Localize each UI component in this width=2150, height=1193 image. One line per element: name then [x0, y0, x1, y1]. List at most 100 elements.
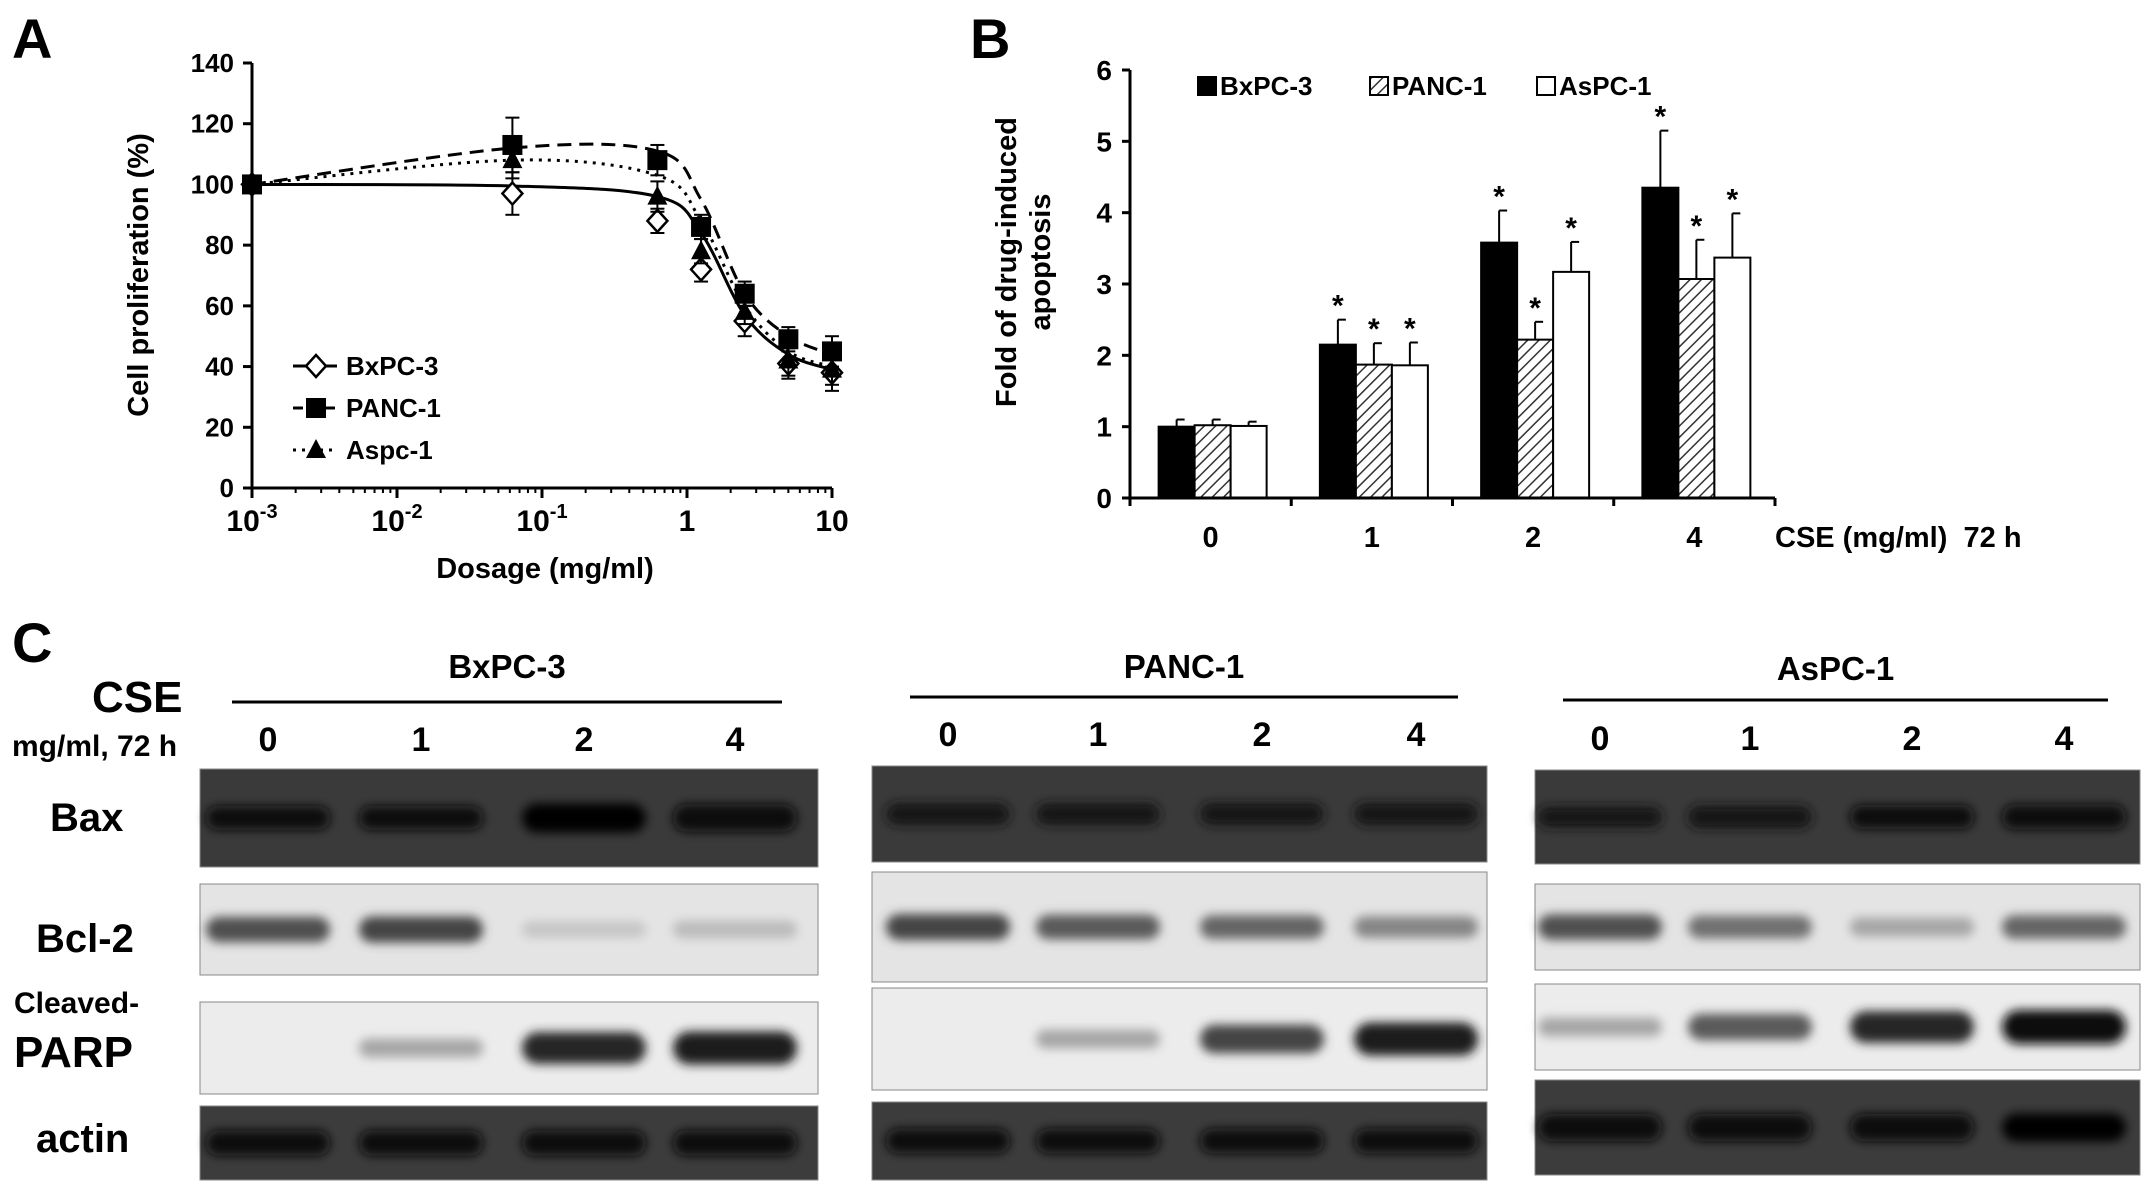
panel-a-legend-label: PANC-1: [346, 393, 441, 423]
panel-a-x-tick-label: 10-2: [371, 501, 422, 538]
blot-band: [1354, 916, 1478, 938]
blot-band: [1538, 806, 1662, 828]
panel-a-data-point: [242, 173, 262, 193]
blot-band: [1850, 805, 1974, 829]
blot-strip-parp: [199, 1001, 819, 1095]
panel-b-significance-mark: *: [1727, 183, 1739, 216]
panel-a-y-tick-label: 80: [205, 230, 234, 260]
panel-b-x-tick-label: 2: [1525, 522, 1541, 554]
blot-row-label-actin: actin: [36, 1117, 129, 1161]
panel-b-y-tick-label: 3: [1096, 269, 1112, 300]
panel-b-x-tick-label: 0: [1203, 522, 1219, 554]
panel-b-legend-swatch: [1369, 76, 1389, 96]
blot-band: [1688, 915, 1812, 939]
blot-band: [359, 916, 483, 943]
blot-band: [206, 806, 330, 830]
panel-b-y-ticks: 0 1 2 3 4 5 6: [1096, 55, 1130, 514]
panel-b-bar: [1354, 363, 1393, 499]
panel-a-data-point: [822, 358, 842, 378]
blot-band: [1354, 1022, 1478, 1056]
panel-b-legend-label: BxPC-3: [1220, 71, 1312, 101]
blot-band: [673, 920, 797, 939]
panel-b-bar: [1677, 278, 1716, 499]
blot-strip-actin: [199, 1105, 819, 1181]
panel-a-legend: BxPC-3 PANC-1 Aspc-1: [293, 351, 441, 465]
panel-a-y-tick-label: 120: [191, 109, 234, 139]
blot-band: [1036, 1128, 1160, 1154]
blot-cell-line-title: PANC-1: [1124, 648, 1244, 685]
blot-lane-label: 0: [259, 721, 278, 759]
panel-a-data-point: [647, 185, 668, 205]
blot-band: [522, 1032, 646, 1064]
panel-a-series-aspc-1: [242, 140, 842, 386]
panel-b-y-tick-label: 0: [1096, 483, 1112, 514]
blot-band: [522, 803, 646, 833]
blot-band: [1200, 915, 1324, 939]
blot-row-label-bcl2: Bcl-2: [36, 917, 134, 961]
blot-band: [1538, 1113, 1662, 1142]
panel-a-dose-response-chart: 0 20 40 60 80 100 120 140 10-3 10-2 10-1 1 10 BxPC-…: [123, 48, 849, 585]
panel-a-legend-marker: [304, 353, 328, 379]
blot-lane-label: 2: [1903, 720, 1922, 758]
panel-b-bar: [1713, 256, 1752, 499]
panel-b-x-ticks: 0 1 2 4: [1128, 498, 1777, 554]
blot-group-aspc-1: AsPC-1 0 1 2 4: [1534, 650, 2141, 1176]
panel-b-legend-swatch: [1536, 76, 1556, 96]
blot-band: [359, 806, 483, 830]
blot-band: [1850, 917, 1974, 937]
panel-b-bars: * * * * * * * * *: [1157, 101, 1752, 500]
panel-b-significance-mark: *: [1529, 292, 1541, 325]
blot-cell-line-title: AsPC-1: [1777, 650, 1894, 687]
panel-b-apoptosis-bar-chart: 0 1 2 3 4 5 6 * * * * * * * * * 0 1 2 4 BxPC-3 PANC-1 AsPC-…: [991, 55, 2022, 554]
blot-band: [1354, 1128, 1478, 1154]
blot-band: [359, 1038, 483, 1058]
blot-strip-actin: [1534, 1079, 2141, 1176]
panel-a-y-tick-label: 100: [191, 169, 234, 199]
panel-b-significance-mark: *: [1493, 181, 1505, 214]
panel-a-y-tick-label: 0: [220, 473, 234, 503]
panel-b-x-axis-label: CSE (mg/ml) 72 h: [1775, 522, 2022, 554]
panel-a-y-ticks: 0 20 40 60 80 100 120 140: [191, 48, 252, 503]
panel-b-bar: [1516, 338, 1555, 500]
panel-a-fit-line: [251, 182, 833, 372]
panel-b-x-tick-label: 1: [1364, 522, 1380, 554]
panel-a-data-point: [734, 300, 755, 320]
blot-lane-label: 1: [1741, 720, 1760, 758]
panel-b-y-tick-label: 6: [1096, 55, 1112, 86]
panel-b-bar: [1641, 186, 1680, 499]
panel-label-a: A: [12, 7, 52, 70]
blot-row-label-parp-line2: PARP: [14, 1028, 133, 1077]
panel-a-legend-marker: [306, 398, 326, 418]
blot-band: [673, 804, 797, 832]
blot-band: [206, 1130, 330, 1156]
blot-band: [522, 1130, 646, 1156]
blot-cell-line-groups: BxPC-3 0 1 2 4 PANC-1 0 1 2 4 AsPC-1 0 1 2 4: [199, 648, 2141, 1181]
blot-group-bxpc-3: BxPC-3 0 1 2 4: [199, 648, 819, 1181]
blot-band: [1850, 1011, 1974, 1043]
blot-band: [673, 1031, 797, 1065]
panel-a-data-point: [502, 149, 523, 169]
panel-b-significance-mark: *: [1404, 312, 1416, 345]
blot-band: [1688, 805, 1812, 829]
blot-band: [1538, 914, 1662, 940]
blot-strip-parp: [1534, 983, 2141, 1071]
panel-c-western-blots: CSE mg/ml, 72 h Bax Bcl-2 Cleaved- PARP …: [12, 648, 2141, 1181]
blot-band: [2002, 804, 2126, 830]
blot-band: [522, 921, 646, 938]
panel-a-data-point: [647, 150, 668, 171]
blot-lane-label: 2: [575, 721, 594, 759]
panel-a-x-tick-label: 10-3: [226, 501, 277, 538]
panel-a-legend-label: BxPC-3: [346, 351, 438, 381]
blot-lane-label: 1: [412, 721, 431, 759]
blot-lane-label: 4: [1407, 716, 1426, 754]
blot-lane-label: 4: [2055, 720, 2074, 758]
panel-b-bar: [1157, 425, 1196, 499]
panel-a-x-tick-label: 10: [815, 505, 848, 538]
panel-a-y-tick-label: 20: [205, 412, 234, 442]
blot-band: [2002, 915, 2126, 939]
panel-a-x-tick-label: 1: [679, 505, 696, 538]
panel-a-y-axis-label: Cell proliferation (%): [123, 133, 155, 417]
panel-a-fit-line: [251, 142, 833, 356]
blot-band: [886, 914, 1010, 940]
